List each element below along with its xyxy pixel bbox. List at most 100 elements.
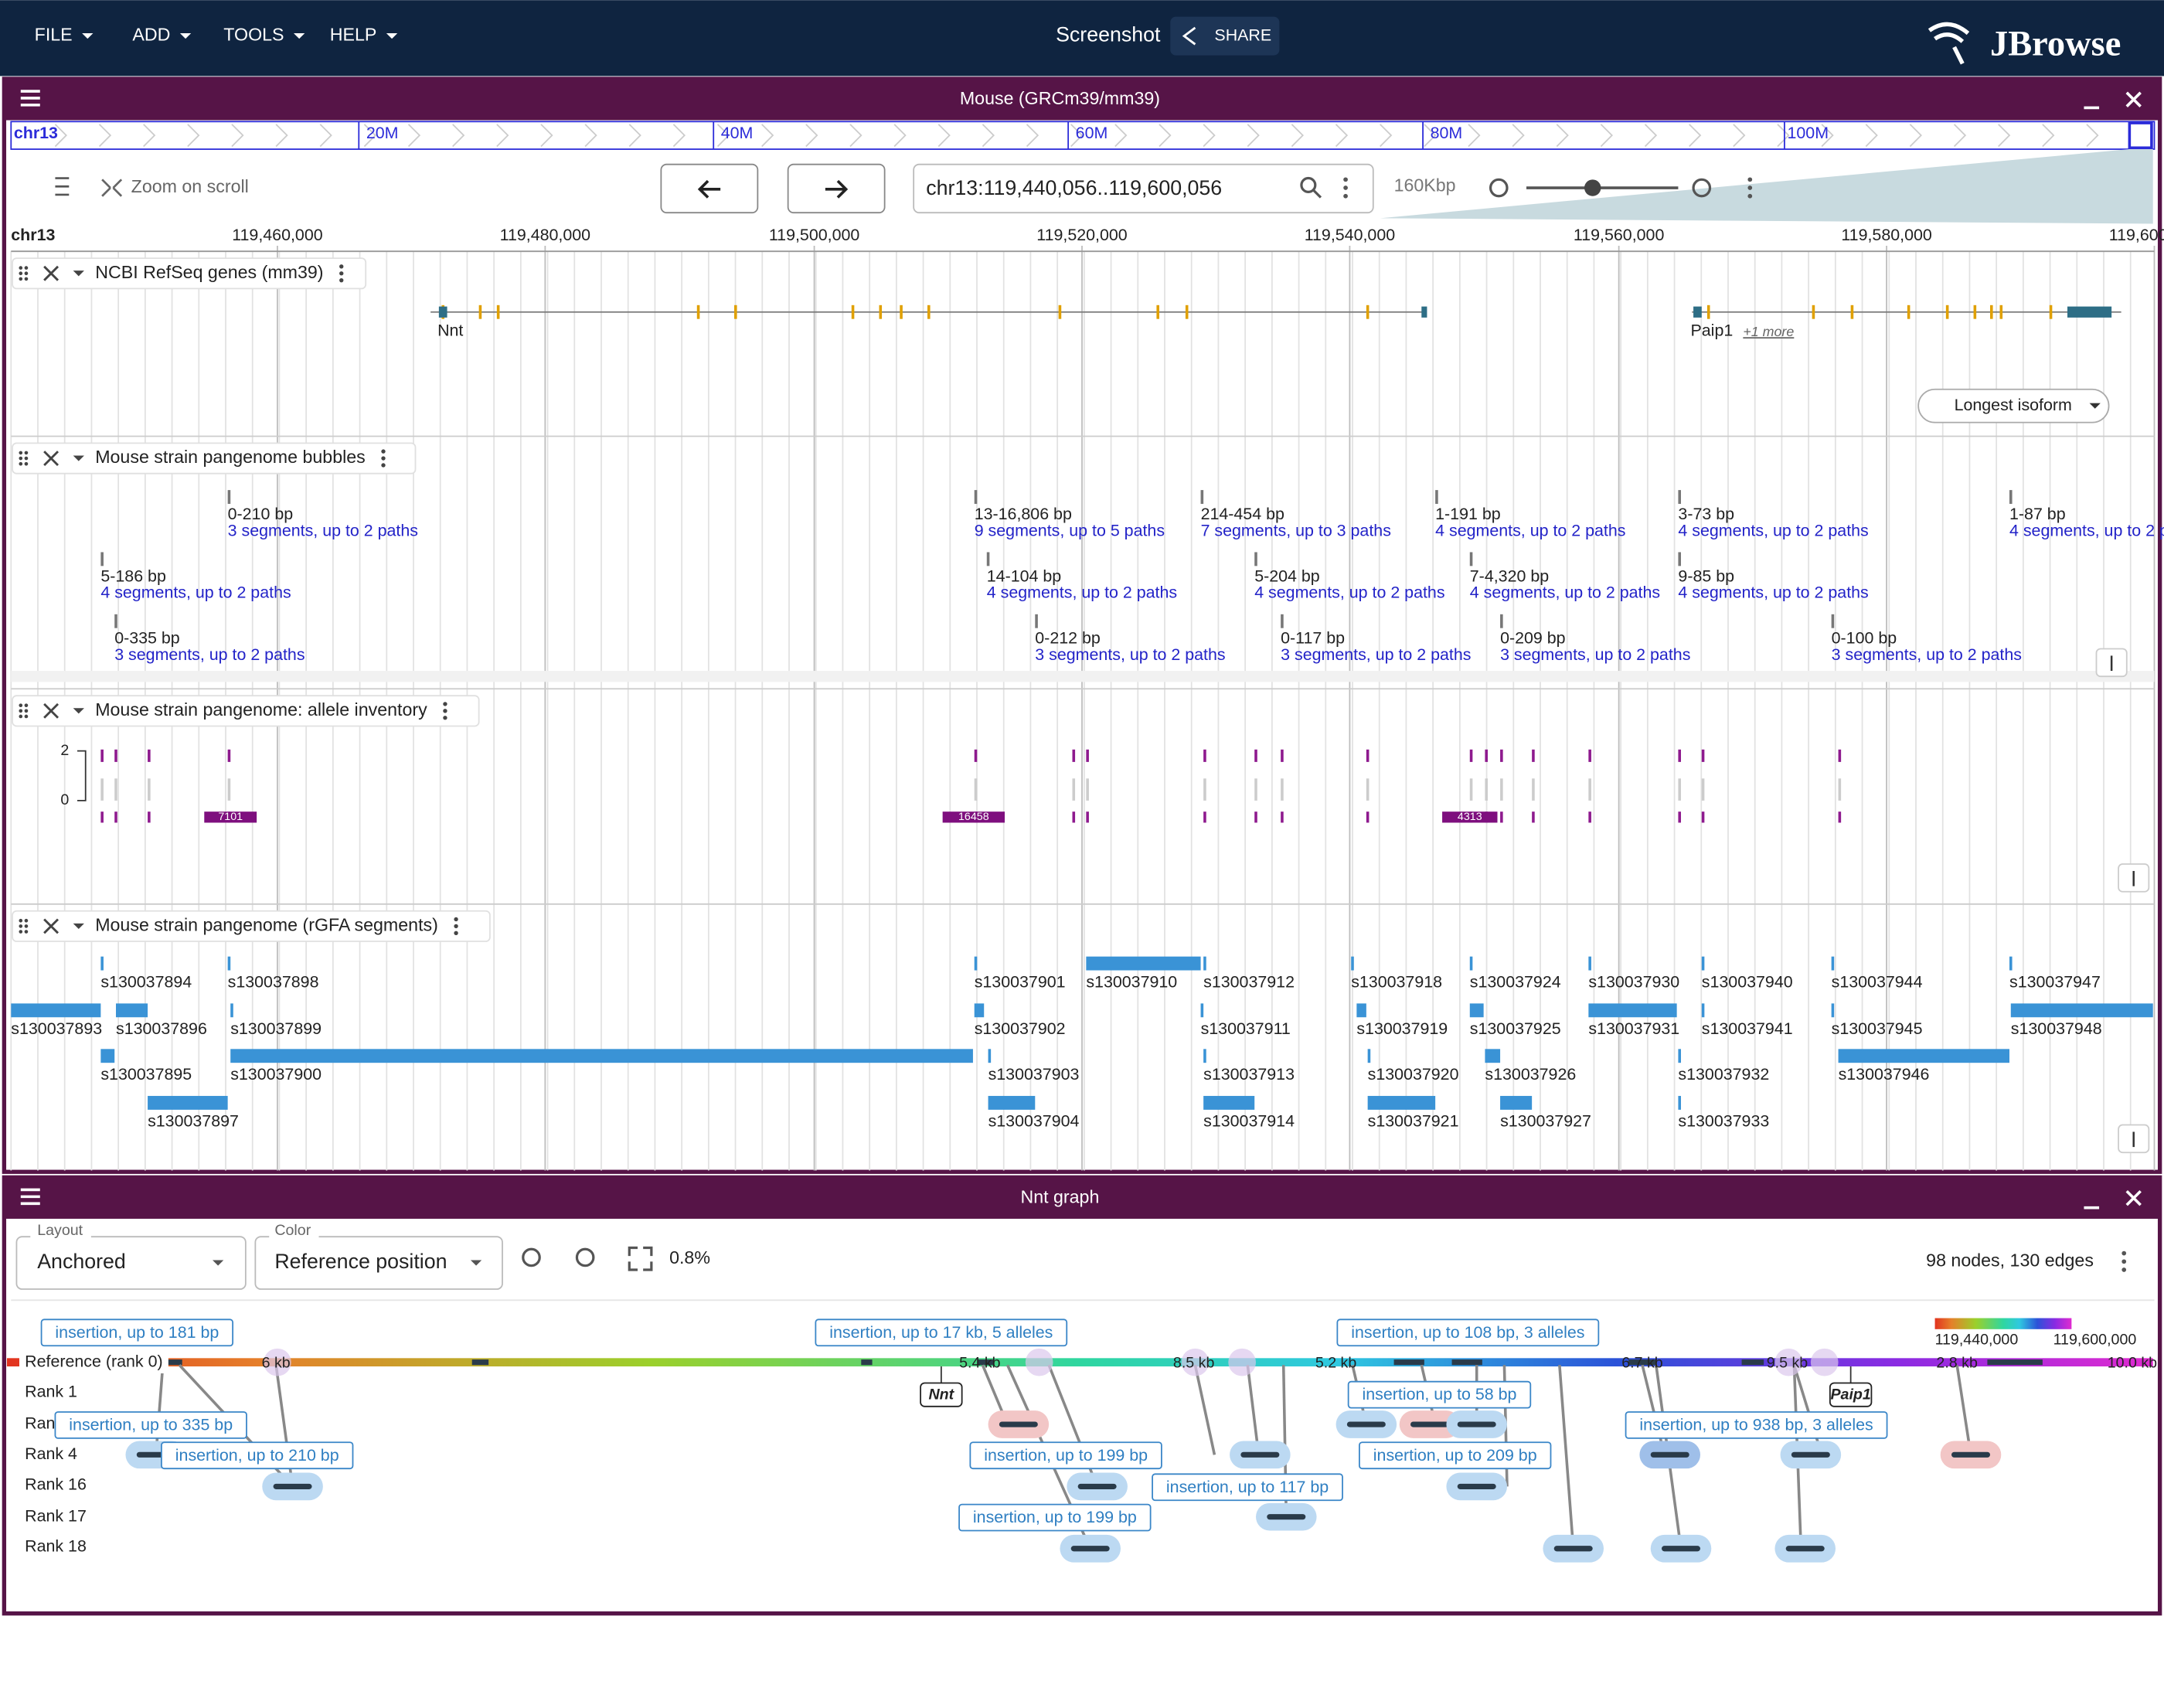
segment-name: s130037925 xyxy=(1470,1019,1561,1038)
segment-name: s130037945 xyxy=(1832,1019,1923,1038)
bubble-desc[interactable]: 4 segments, up to 2 paths xyxy=(1435,521,1625,539)
segment-name: s130037898 xyxy=(228,972,319,991)
bubble-desc[interactable]: 9 segments, up to 5 paths xyxy=(975,521,1165,539)
menu-item[interactable]: HELP xyxy=(330,25,377,45)
dots xyxy=(454,917,458,922)
arrow xyxy=(825,179,849,199)
dots xyxy=(1343,193,1348,199)
menu-item[interactable]: FILE xyxy=(35,25,73,45)
allele-tick xyxy=(1086,749,1089,762)
bubble-desc[interactable]: 4 segments, up to 2 paths xyxy=(100,584,291,602)
segment xyxy=(11,1003,101,1018)
bubble-range: 0-210 bp xyxy=(228,505,294,523)
bubble-range: 0-335 bp xyxy=(114,629,180,648)
layout-select[interactable] xyxy=(15,1236,247,1290)
chevron xyxy=(1777,124,1790,148)
bubble-desc[interactable]: 3 segments, up to 2 paths xyxy=(114,645,305,664)
chevron xyxy=(363,124,376,148)
chevron xyxy=(319,124,332,148)
length-label: 6.7 kb xyxy=(1621,1355,1663,1372)
chevron xyxy=(1468,124,1481,148)
isoform-button[interactable] xyxy=(1917,388,2110,424)
caret xyxy=(73,923,84,929)
exon xyxy=(927,305,931,319)
app-bar xyxy=(0,0,2164,77)
insertion-box xyxy=(1625,1411,1888,1439)
node-halo xyxy=(1181,1348,1210,1376)
bubble-desc[interactable]: 3 segments, up to 2 paths xyxy=(1281,645,1471,664)
bubble-desc[interactable]: 4 segments, up to 2 paths xyxy=(1470,584,1660,602)
node xyxy=(1553,1546,1593,1552)
ruler-label: 119,480,000 xyxy=(500,226,591,244)
chevron xyxy=(761,124,774,148)
caret xyxy=(2089,403,2101,409)
chevron xyxy=(584,124,597,148)
rank-label: Reference (rank 0) xyxy=(25,1352,162,1370)
location-box[interactable] xyxy=(913,163,1374,214)
axis xyxy=(77,750,87,801)
bubble-mark xyxy=(986,552,990,566)
zoom-icon[interactable] xyxy=(575,1247,595,1267)
chevron xyxy=(2086,124,2099,148)
allele-tick xyxy=(974,778,978,801)
bubble-desc[interactable]: 4 segments, up to 2 paths xyxy=(1678,521,1868,539)
allele-tick xyxy=(1254,811,1257,823)
drag xyxy=(24,451,29,455)
ruler-label: 119,600,000 xyxy=(2109,226,2164,244)
exon xyxy=(1990,305,1993,319)
drag xyxy=(19,930,23,934)
bubble-range: 5-204 bp xyxy=(1254,566,1320,585)
bubble-desc[interactable]: 3 segments, up to 2 paths xyxy=(228,521,418,539)
segment xyxy=(1469,956,1473,971)
allele-tick xyxy=(1500,749,1503,762)
chevron xyxy=(1026,124,1039,148)
allele-count: 7101 xyxy=(218,811,243,823)
chevron xyxy=(143,124,156,148)
bubble-desc[interactable]: 7 segments, up to 3 paths xyxy=(1201,521,1391,539)
color-select[interactable] xyxy=(254,1236,503,1290)
caret xyxy=(179,33,192,39)
chevron xyxy=(2042,124,2055,148)
share-button[interactable] xyxy=(1170,16,1280,56)
bubble-desc[interactable]: 3 segments, up to 2 paths xyxy=(1035,645,1225,664)
segment xyxy=(988,1049,992,1063)
overview-chr: chr13 xyxy=(14,124,58,142)
gene-tag xyxy=(1829,1382,1873,1407)
exon xyxy=(478,305,482,319)
segment-name: s130037932 xyxy=(1678,1065,1769,1084)
bubble-range: 3-73 bp xyxy=(1678,505,1734,523)
bubble-desc[interactable]: 4 segments, up to 2 paths xyxy=(2009,521,2164,539)
bubble-desc[interactable]: 4 segments, up to 2 paths xyxy=(987,584,1177,602)
caret xyxy=(73,708,84,714)
zoom-icon[interactable] xyxy=(522,1247,541,1267)
menu-item[interactable]: TOOLS xyxy=(223,25,284,45)
segment xyxy=(148,1096,228,1110)
caret xyxy=(386,33,398,39)
drag xyxy=(24,266,29,270)
exon xyxy=(1706,305,1710,319)
bubble-desc[interactable]: 4 segments, up to 2 paths xyxy=(1254,584,1444,602)
drag xyxy=(24,277,29,281)
chevron xyxy=(1644,124,1658,148)
menu-item[interactable]: ADD xyxy=(132,25,170,45)
color-legend xyxy=(1934,1318,2072,1329)
bubble-desc[interactable]: 4 segments, up to 2 paths xyxy=(1678,584,1868,602)
allele-tick xyxy=(1072,749,1076,762)
insertion-label: insertion, up to 199 bp xyxy=(984,1446,1148,1465)
allele-tick xyxy=(1588,749,1591,762)
allele-tick xyxy=(227,778,231,801)
length-label: 8.5 kb xyxy=(1173,1355,1215,1372)
node xyxy=(1070,1546,1110,1552)
drag xyxy=(19,709,23,713)
allele-count: 16458 xyxy=(958,811,989,823)
location: chr13:119,440,056..119,600,056 xyxy=(926,176,1222,199)
segment xyxy=(1588,1003,1677,1018)
more-link[interactable]: +1 more xyxy=(1743,324,1794,339)
bubble-desc[interactable]: 3 segments, up to 2 paths xyxy=(1832,645,2022,664)
bubble-desc[interactable]: 3 segments, up to 2 paths xyxy=(1500,645,1690,664)
track-label xyxy=(12,442,417,475)
drag xyxy=(24,709,29,713)
zoom-scroll[interactable]: Zoom on scroll xyxy=(131,176,249,196)
edge xyxy=(1558,1365,1575,1549)
exon xyxy=(1907,305,1911,319)
